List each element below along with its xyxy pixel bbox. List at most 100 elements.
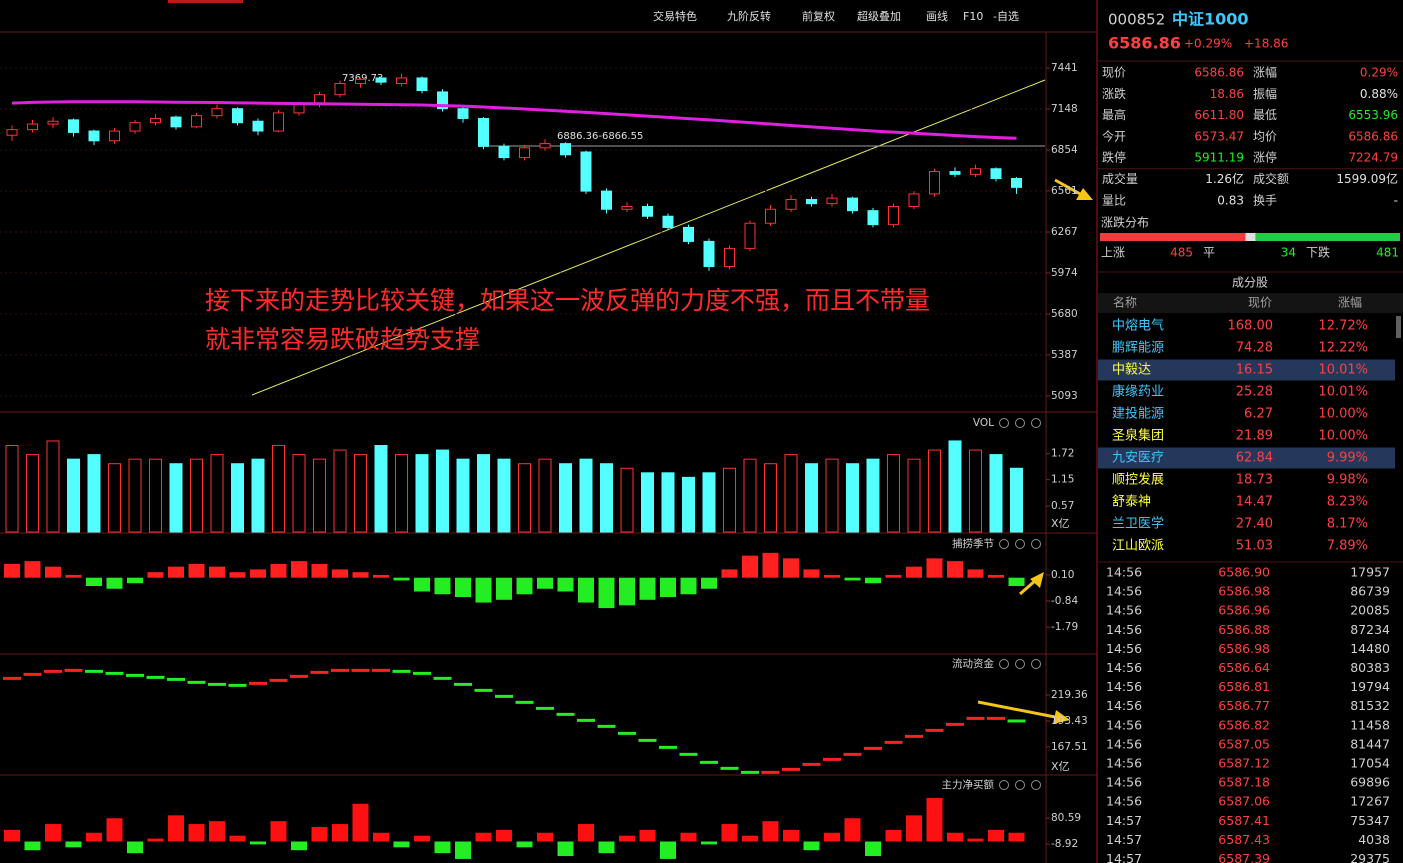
stock-name[interactable]: 鹏辉能源 [1112, 341, 1164, 356]
toolbar-button[interactable]: 画线 [926, 9, 948, 23]
volume-bar [436, 449, 449, 533]
stock-change: 8.17% [1327, 517, 1368, 532]
stock-name[interactable]: 圣泉集团 [1112, 428, 1164, 444]
quote-label: 成交额 [1253, 171, 1289, 186]
stock-price: 25.28 [1236, 385, 1273, 400]
histogram-bar [168, 815, 184, 842]
volume-bar [702, 472, 716, 533]
toolbar-button[interactable]: 超级叠加 [857, 9, 901, 23]
histogram-bar [742, 555, 758, 578]
trade-price: 6586.96 [1218, 603, 1270, 618]
breadth-label: 下跌 [1306, 245, 1330, 260]
stock-name[interactable]: 建投能源 [1112, 406, 1164, 422]
trade-time: 14:57 [1106, 851, 1142, 863]
breadth-count: 485 [1170, 246, 1193, 260]
stock-name[interactable]: 九安医疗 [1112, 451, 1164, 466]
volume-bar [989, 454, 1003, 533]
histogram-bar [434, 841, 451, 854]
stock-change: 7.89% [1327, 539, 1368, 554]
histogram-bar [352, 803, 369, 842]
candle-body [170, 116, 182, 128]
histogram-bar [537, 832, 553, 842]
volume-bar [805, 463, 818, 533]
candle-body [375, 77, 387, 83]
histogram-bar [45, 824, 61, 842]
trade-price: 6586.64 [1218, 660, 1270, 675]
candle-body [293, 103, 305, 114]
volume-bar [907, 458, 921, 533]
histogram-bar [947, 561, 963, 578]
histogram-bar [988, 829, 1004, 842]
stock-name[interactable]: 兰卫医学 [1112, 516, 1164, 532]
quote-label: 均价 [1253, 129, 1277, 143]
stock-name[interactable]: 江山欧派 [1112, 539, 1164, 554]
volume-bar [825, 458, 839, 533]
quote-value: 0.29% [1360, 66, 1398, 80]
trade-price: 6587.41 [1218, 813, 1270, 828]
stock-name[interactable]: 舒泰神 [1112, 495, 1151, 510]
quote-label: 现价 [1102, 66, 1126, 80]
unit-label: X亿 [1051, 760, 1070, 773]
volume-bar [26, 454, 39, 533]
toolbar-button[interactable]: 前复权 [802, 9, 835, 23]
quote-label: 涨停 [1253, 150, 1277, 165]
row-highlight [1098, 447, 1395, 469]
histogram-bar [455, 841, 471, 859]
trade-volume: 87234 [1350, 622, 1390, 637]
stock-change: 10.01% [1318, 363, 1368, 378]
volume-bar [784, 454, 798, 533]
stock-change: 8.23% [1327, 495, 1368, 510]
panel-icon [999, 659, 1009, 669]
candle-body [826, 197, 838, 205]
histogram-bar [967, 838, 984, 842]
stock-name[interactable]: 顺控发展 [1112, 472, 1164, 488]
trade-price: 6586.98 [1218, 641, 1270, 656]
trade-volume: 81447 [1350, 736, 1390, 751]
histogram-bar [65, 841, 82, 848]
toolbar-button[interactable]: F10 [963, 10, 983, 23]
candle-body [642, 205, 653, 217]
candle-body [109, 130, 120, 142]
stock-price: 168.00 [1228, 319, 1274, 334]
y-tick-label: 219.36 [1051, 689, 1088, 701]
quote-value: 6573.47 [1194, 129, 1244, 143]
stock-price: 16.15 [1236, 363, 1273, 378]
toolbar-button[interactable]: 九阶反转 [727, 9, 771, 23]
toolbar-button[interactable]: -自选 [993, 10, 1019, 23]
panel-icon [1015, 418, 1025, 428]
candle-body [457, 108, 469, 119]
stock-name[interactable]: 中毅达 [1112, 362, 1151, 378]
volume-bar [723, 467, 736, 533]
histogram-bar [332, 569, 348, 578]
histogram-bar [250, 841, 266, 845]
stock-name[interactable]: 康缘药业 [1112, 384, 1164, 400]
toolbar-button[interactable]: 交易特色 [653, 9, 697, 23]
candle-body [355, 78, 366, 85]
candle-body [232, 108, 243, 124]
histogram-bar [885, 829, 902, 842]
stock-name[interactable]: 中熔电气 [1112, 318, 1164, 334]
y-tick-label: 5974 [1051, 267, 1078, 279]
trade-price: 6586.98 [1218, 584, 1270, 599]
trade-price: 6586.77 [1218, 698, 1270, 713]
histogram-bar [742, 835, 758, 842]
column-header: 现价 [1248, 296, 1272, 310]
candle-body [498, 145, 510, 159]
panel-icon [999, 780, 1009, 790]
trade-price: 6587.05 [1218, 736, 1270, 751]
y-tick-label: 1.15 [1051, 474, 1074, 486]
y-tick-label: 5387 [1051, 349, 1078, 361]
candle-body [519, 147, 530, 159]
trade-time: 14:56 [1106, 736, 1142, 751]
candle-body [129, 122, 141, 132]
candle-body [396, 77, 407, 85]
histogram-bar [926, 797, 943, 842]
breadth-down-bar [1255, 233, 1400, 241]
trade-volume: 29375 [1350, 851, 1390, 863]
breadth-title: 涨跌分布 [1101, 215, 1149, 230]
cursor-arrows [977, 178, 1093, 724]
unit-label: X亿 [1051, 517, 1070, 530]
annotation: 就非常容易跌破趋势支撑 [205, 325, 480, 354]
trade-volume: 17957 [1350, 565, 1390, 580]
